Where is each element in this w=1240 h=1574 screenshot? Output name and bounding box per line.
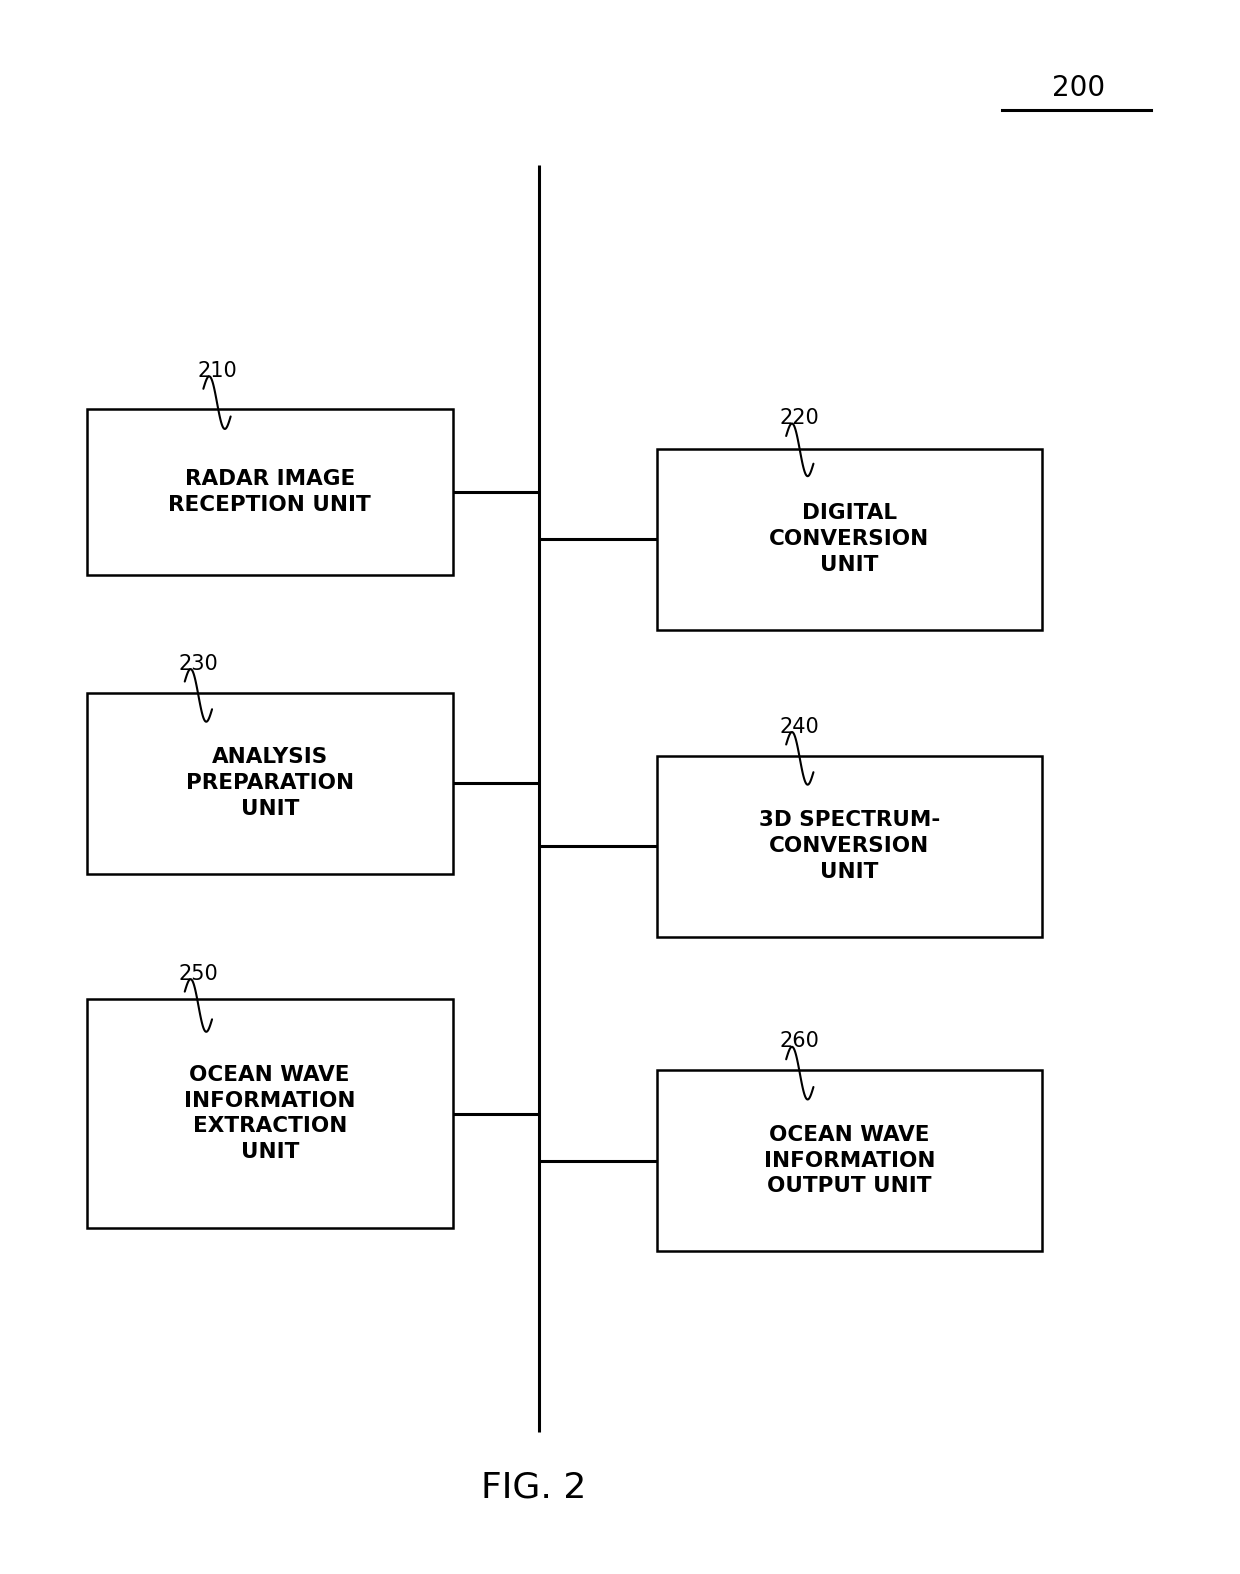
Text: 260: 260 xyxy=(780,1031,820,1051)
Text: OCEAN WAVE
INFORMATION
OUTPUT UNIT: OCEAN WAVE INFORMATION OUTPUT UNIT xyxy=(764,1125,935,1196)
Bar xyxy=(657,449,1042,630)
Text: 240: 240 xyxy=(780,716,820,737)
Text: 200: 200 xyxy=(1053,74,1105,102)
Bar xyxy=(657,756,1042,937)
Text: 250: 250 xyxy=(179,963,218,984)
Bar xyxy=(87,999,453,1228)
Text: 230: 230 xyxy=(179,653,218,674)
Text: 220: 220 xyxy=(780,408,820,428)
Text: DIGITAL
CONVERSION
UNIT: DIGITAL CONVERSION UNIT xyxy=(769,504,930,575)
Text: 210: 210 xyxy=(197,360,237,381)
Text: ANALYSIS
PREPARATION
UNIT: ANALYSIS PREPARATION UNIT xyxy=(186,748,353,818)
Bar xyxy=(657,1070,1042,1251)
Bar xyxy=(87,693,453,874)
Text: OCEAN WAVE
INFORMATION
EXTRACTION
UNIT: OCEAN WAVE INFORMATION EXTRACTION UNIT xyxy=(184,1066,356,1162)
Text: FIG. 2: FIG. 2 xyxy=(481,1470,585,1505)
Text: 3D SPECTRUM-
CONVERSION
UNIT: 3D SPECTRUM- CONVERSION UNIT xyxy=(759,811,940,881)
Bar xyxy=(87,409,453,575)
Text: RADAR IMAGE
RECEPTION UNIT: RADAR IMAGE RECEPTION UNIT xyxy=(169,469,371,515)
